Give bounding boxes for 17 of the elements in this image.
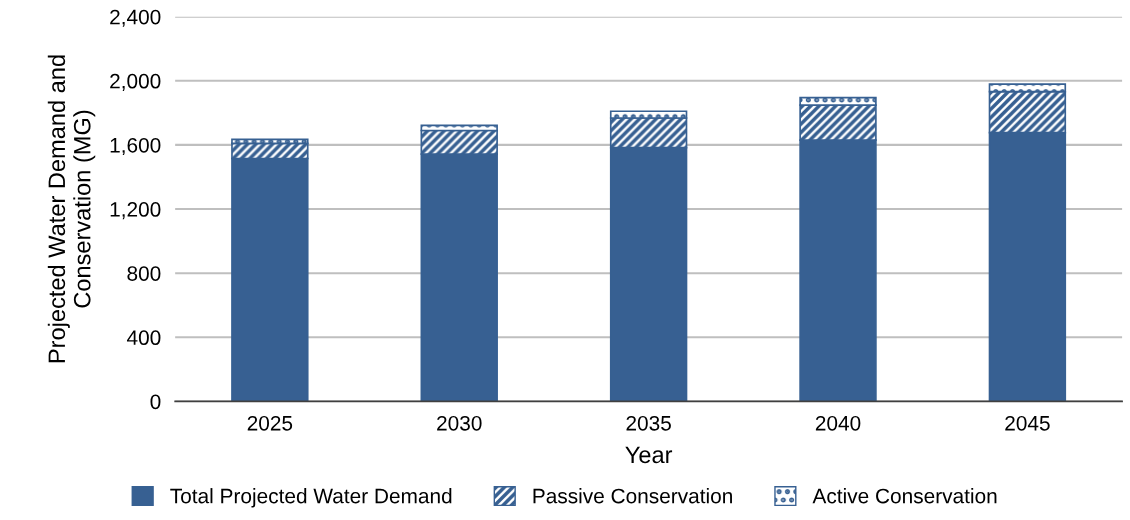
y-tick-label: 800 [127,266,161,281]
x-tick-label: 2030 [437,415,482,431]
legend-label: Active Conservation [812,488,997,504]
x-axis-title: Year [625,446,673,464]
y-tick-label: 1,600 [110,137,161,156]
legend-label: Passive Conservation [533,488,732,504]
y-axis-title: Projected Water Demand and Conservation (MG) [47,55,96,363]
x-tick-label: 2045 [1005,415,1050,431]
y-tick-label: 2,400 [110,9,161,27]
x-tick-label: 2035 [626,415,671,431]
legend-label: Total Projected Water Demand [170,488,452,508]
y-tick-label: 1,200 [110,202,161,220]
y-tick-label: 2,000 [110,73,161,91]
y-tick-label: 400 [126,330,161,346]
x-tick-label: 2025 [247,415,293,431]
x-tick-label: 2040 [815,415,861,431]
y-tick-label: 0 [150,394,161,410]
